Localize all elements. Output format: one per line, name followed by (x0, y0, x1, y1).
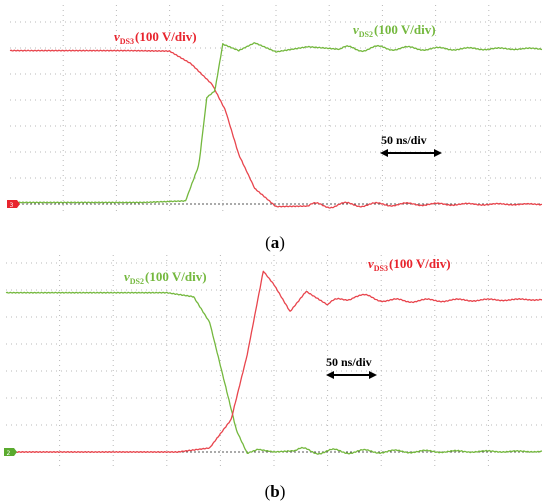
panel-a-grid (10, 5, 542, 212)
panel-a-ds2-trace (9, 42, 543, 204)
panel-b-scale-label: 50 ns/div (326, 355, 372, 369)
panel-a-vds3-label: vDS3(100 V/div) (114, 29, 197, 46)
panel-b: vDS2(100 V/div) vDS3(100 V/div) 50 ns/di… (4, 255, 543, 501)
panel-b-vds3-label: vDS3(100 V/div) (368, 256, 451, 273)
panel-b-plot-area (6, 255, 542, 470)
svg-text:2: 2 (7, 450, 11, 457)
panel-a-vds2-label: vDS2(100 V/div) (353, 22, 436, 39)
panel-b-scale-arrow (326, 371, 377, 379)
panel-a-scale-arrow (380, 149, 442, 157)
svg-text:3: 3 (10, 202, 14, 209)
panel-a-ground-marker: 3 (7, 200, 20, 209)
panel-b-ground-marker: 2 (4, 448, 17, 457)
panel-b-vds2-label: vDS2(100 V/div) (124, 269, 207, 286)
panel-b-caption: (b) (265, 482, 286, 501)
panel-a-scale-label: 50 ns/div (381, 133, 427, 147)
panel-b-traces (5, 270, 543, 455)
panel-a-traces (9, 42, 543, 209)
panel-a-ds3-trace (9, 49, 543, 209)
panel-a-caption: (a) (265, 233, 285, 252)
panel-a: vDS3(100 V/div) vDS2(100 V/div) 50 ns/di… (7, 5, 543, 252)
panel-b-ds2-trace (5, 291, 543, 455)
panel-b-ds3-trace (5, 270, 543, 454)
